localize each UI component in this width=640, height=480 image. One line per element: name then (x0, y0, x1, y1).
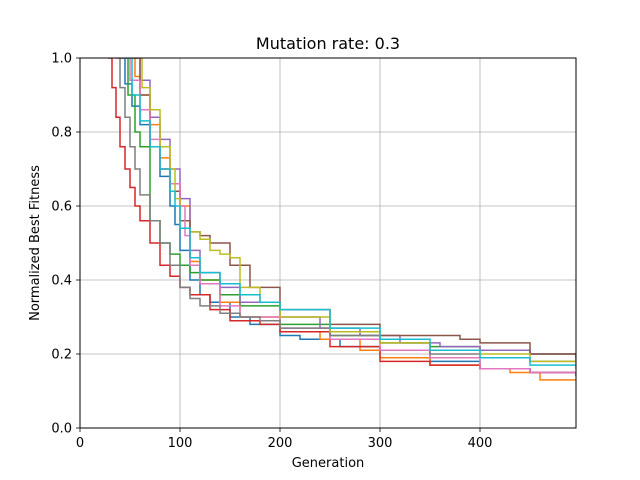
x-axis-label: Generation (292, 456, 365, 471)
y-axis: 0.0 0.2 0.4 0.6 0.8 1.0 (51, 52, 80, 437)
y-tick-label: 0.6 (51, 200, 72, 215)
series-line-10 (125, 58, 576, 369)
y-tick-label: 0.0 (51, 422, 72, 437)
y-tick-label: 0.2 (51, 348, 72, 363)
plot-frame (79, 57, 577, 429)
x-axis: 0 100 200 300 400 (76, 428, 493, 451)
x-tick-label: 0 (76, 436, 84, 451)
y-tick-label: 0.8 (51, 126, 72, 141)
y-axis-label: Normalized Best Fitness (28, 165, 43, 321)
y-tick-label: 0.4 (51, 274, 72, 289)
x-tick-label: 400 (468, 436, 493, 451)
chart-title: Mutation rate: 0.3 (256, 34, 400, 53)
x-tick-label: 200 (268, 436, 293, 451)
series-layer (108, 58, 576, 381)
x-tick-label: 300 (368, 436, 393, 451)
y-tick-label: 1.0 (51, 52, 72, 67)
x-tick-label: 100 (168, 436, 193, 451)
